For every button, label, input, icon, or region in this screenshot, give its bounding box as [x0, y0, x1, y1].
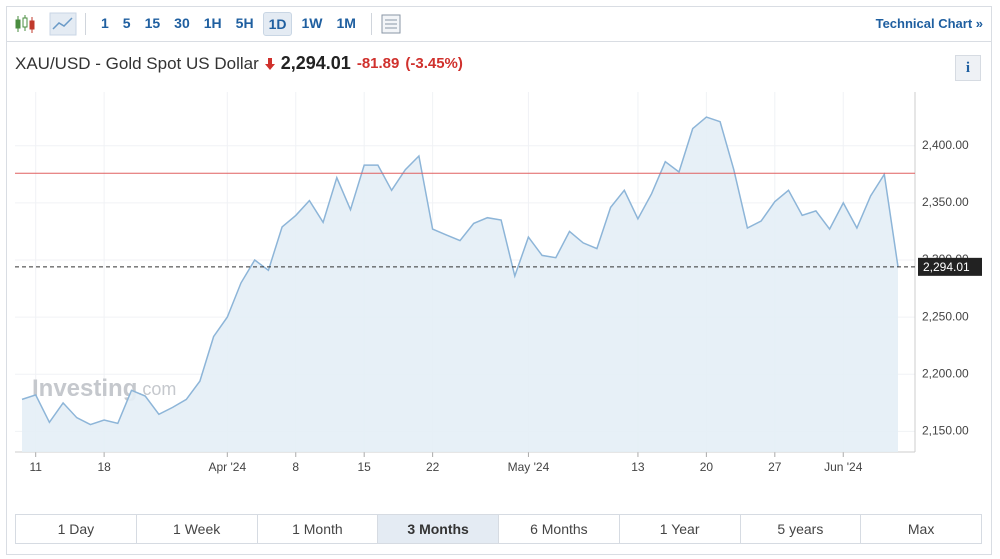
range-button[interactable]: 5 years — [741, 515, 862, 543]
range-button[interactable]: 6 Months — [499, 515, 620, 543]
x-tick-label: 22 — [426, 460, 440, 474]
separator — [370, 13, 372, 35]
candles-icon[interactable] — [13, 13, 43, 35]
interval-button[interactable]: 1W — [301, 15, 323, 31]
toolbar: 1 5 15 30 1H 5H 1D 1W 1M Technical Chart » — [7, 7, 991, 42]
price-line — [21, 116, 899, 426]
interval-button[interactable]: 1M — [336, 15, 356, 31]
y-tick-label: 2,200.00 — [922, 366, 969, 380]
range-button[interactable]: 1 Day — [16, 515, 137, 543]
x-tick-label: 20 — [700, 460, 714, 474]
y-tick-label: 2,400.00 — [922, 138, 969, 152]
last-price-label: 2,294.01 — [923, 260, 970, 274]
range-button[interactable]: 1 Month — [258, 515, 379, 543]
range-button[interactable]: Max — [907, 521, 935, 537]
area-icon[interactable] — [49, 12, 77, 36]
x-tick-label: 8 — [292, 460, 299, 474]
change-percent: (-3.45%) — [405, 55, 463, 72]
separator — [85, 13, 86, 35]
x-tick-label: 13 — [631, 460, 645, 474]
x-tick-label: 27 — [768, 460, 782, 474]
interval-button[interactable]: 1 — [101, 15, 109, 31]
settings-icon[interactable] — [380, 13, 402, 35]
area-fill — [22, 117, 898, 452]
price: 2,294.01 — [280, 53, 351, 73]
interval-button[interactable]: 1D — [262, 12, 293, 36]
interval-button[interactable]: 30 — [174, 15, 190, 31]
range-button[interactable]: 1 Year — [620, 515, 741, 543]
x-tick-label: 11 — [29, 460, 42, 474]
last-price-box — [918, 257, 982, 276]
y-tick-label: 2,250.00 — [922, 309, 969, 323]
interval-group: 1 5 15 30 1H 5H 1D 1W 1M — [94, 12, 363, 36]
down-arrow — [264, 57, 275, 70]
range-bar: 1 Day 1 Week 1 Month 3 Months 6 Months 1 Year… — [15, 514, 982, 544]
x-tick-label: Jun '24 — [824, 460, 863, 474]
range-button[interactable]: 1 Week — [137, 515, 258, 543]
technical-chart-link[interactable]: Technical Chart » — [875, 16, 983, 31]
interval-button[interactable]: 15 — [144, 15, 161, 31]
change: -81.89 — [356, 55, 400, 72]
info-button[interactable]: i — [955, 55, 981, 81]
instrument-title: XAU/USD - Gold Spot US Dollar — [15, 53, 259, 73]
watermark-brand: Investing — [32, 375, 137, 402]
y-tick-label: 2,350.00 — [922, 195, 969, 209]
interval-button[interactable]: 5H — [235, 15, 254, 31]
header: XAU/USD - Gold Spot US Dollar 2,294.01 -… — [15, 53, 463, 74]
x-tick-label: Apr '24 — [208, 460, 246, 474]
y-tick-label: 2,150.00 — [922, 424, 969, 438]
interval-button[interactable]: 1H — [203, 15, 222, 31]
x-tick-label: 15 — [358, 460, 372, 474]
range-button[interactable]: 3 Months — [378, 515, 499, 543]
watermark-suffix: .com — [137, 379, 176, 399]
x-tick-label: 18 — [97, 460, 111, 474]
x-tick-label: May '24 — [508, 460, 550, 474]
watermark: Investing.com — [32, 375, 176, 402]
interval-button[interactable]: 5 — [122, 15, 131, 31]
frame: 1 5 15 30 1H 5H 1D 1W 1M Technical Chart » XAU/U… — [6, 6, 992, 555]
